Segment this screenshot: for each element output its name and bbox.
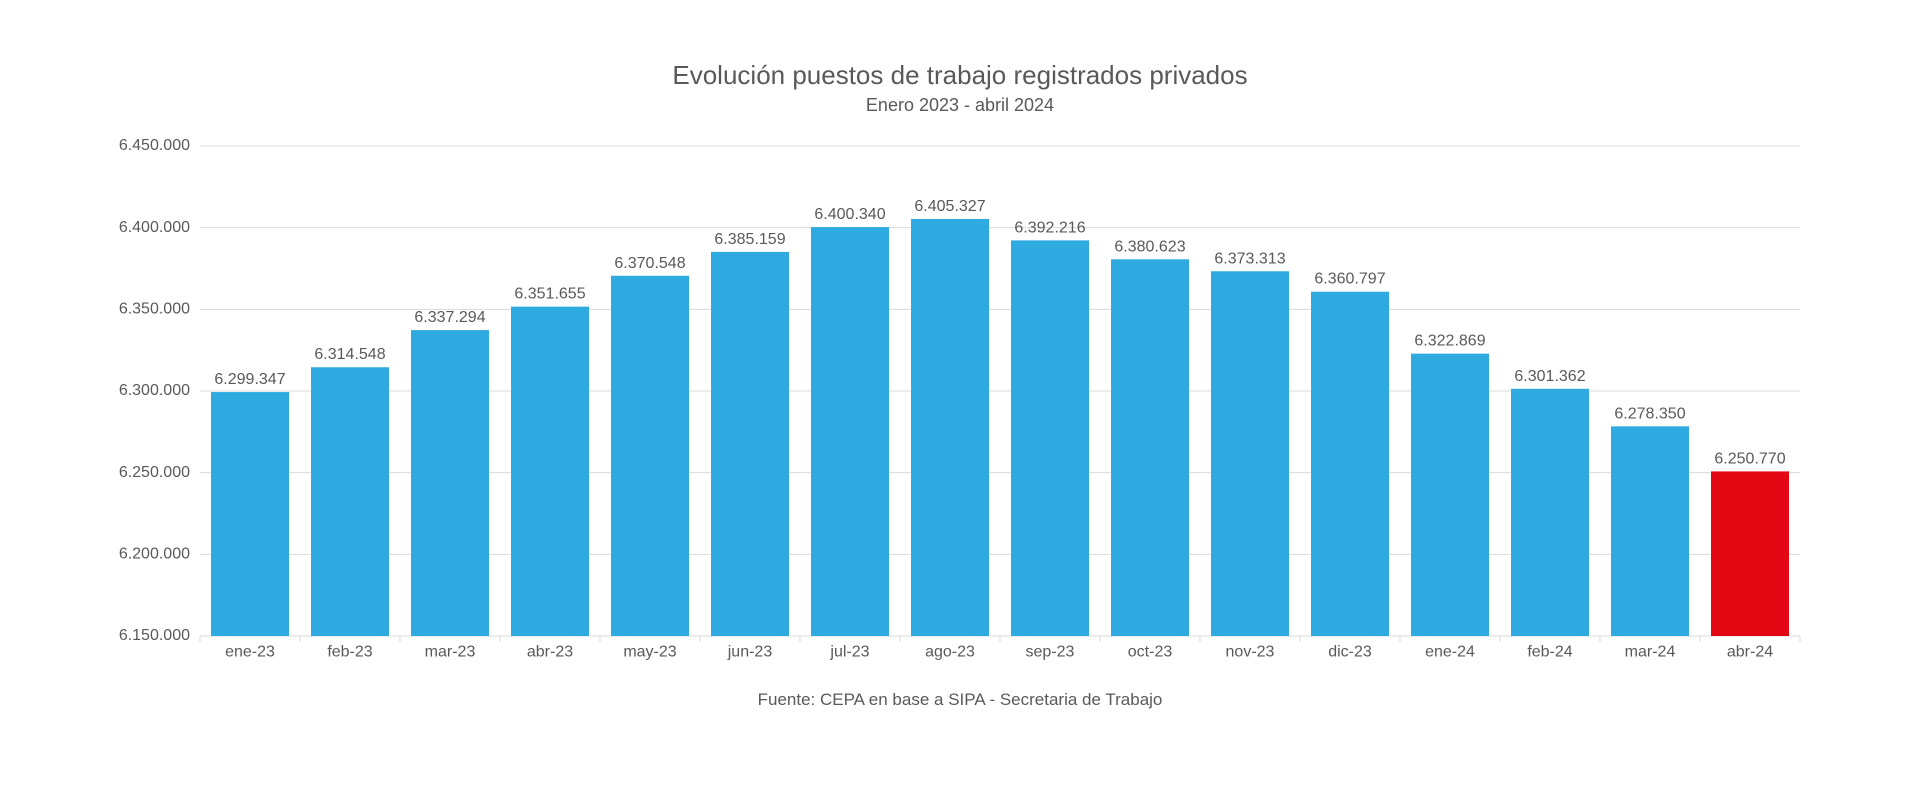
bar	[311, 367, 389, 636]
x-tick-label: ago-23	[925, 644, 975, 661]
y-tick-label: 6.250.000	[119, 464, 190, 481]
bar	[611, 276, 689, 636]
x-tick-label: abr-23	[527, 644, 573, 661]
x-tick-label: dic-23	[1328, 644, 1372, 661]
x-tick-label: feb-24	[1527, 644, 1572, 661]
bar-value-label: 6.337.294	[414, 309, 485, 326]
x-tick-label: ene-23	[225, 644, 275, 661]
x-tick-label: may-23	[623, 644, 676, 661]
bar-value-label: 6.301.362	[1514, 368, 1585, 385]
plot-area: 6.150.000 6.200.000 6.250.000 6.300.000 6.35…	[110, 136, 1810, 676]
bar-value-label: 6.405.327	[914, 198, 985, 215]
bar-value-label: 6.380.623	[1114, 239, 1185, 256]
bar	[1311, 292, 1389, 636]
bar-value-label: 6.322.869	[1414, 333, 1485, 350]
bar-value-label: 6.392.216	[1014, 220, 1085, 237]
bar-value-label: 6.250.770	[1714, 451, 1785, 468]
bar	[1111, 260, 1189, 637]
bar-value-label: 6.278.350	[1614, 406, 1685, 423]
x-tick-label: abr-24	[1727, 644, 1773, 661]
x-tick-label: mar-24	[1625, 644, 1676, 661]
chart-subtitle: Enero 2023 - abril 2024	[110, 95, 1810, 116]
bar-value-label: 6.360.797	[1314, 271, 1385, 288]
bar-value-label: 6.385.159	[714, 231, 785, 248]
y-tick-label: 6.400.000	[119, 219, 190, 236]
bar	[1211, 271, 1289, 636]
bar-value-label: 6.400.340	[814, 206, 885, 223]
bar	[1611, 427, 1689, 637]
x-tick-label: jul-23	[829, 644, 869, 661]
x-tick-label: ene-24	[1425, 644, 1475, 661]
x-tick-label: mar-23	[425, 644, 476, 661]
x-tick-label: feb-23	[327, 644, 372, 661]
bar-value-label: 6.351.655	[514, 286, 585, 303]
bar	[1511, 389, 1589, 636]
y-tick-label: 6.150.000	[119, 627, 190, 644]
bar	[411, 330, 489, 636]
bar-value-label: 6.299.347	[214, 371, 285, 388]
title-block: Evolución puestos de trabajo registrados…	[110, 60, 1810, 116]
bar-value-label: 6.314.548	[314, 346, 385, 363]
chart-svg: 6.150.000 6.200.000 6.250.000 6.300.000 6.35…	[110, 136, 1810, 676]
chart-title: Evolución puestos de trabajo registrados…	[110, 60, 1810, 91]
bar	[1711, 472, 1789, 637]
bar	[1011, 241, 1089, 637]
bar	[1411, 354, 1489, 636]
x-tick-label: oct-23	[1128, 644, 1173, 661]
chart-source: Fuente: CEPA en base a SIPA - Secretaria…	[110, 690, 1810, 710]
y-tick-label: 6.350.000	[119, 301, 190, 318]
bar-value-label: 6.373.313	[1214, 250, 1285, 267]
x-tick-label: nov-23	[1226, 644, 1275, 661]
chart-container: Evolución puestos de trabajo registrados…	[110, 60, 1810, 740]
bar	[911, 219, 989, 636]
bar	[711, 252, 789, 636]
y-tick-label: 6.300.000	[119, 382, 190, 399]
y-tick-label: 6.200.000	[119, 546, 190, 563]
x-tick-label: jun-23	[727, 644, 773, 661]
bar-value-label: 6.370.548	[614, 255, 685, 272]
bar	[511, 307, 589, 636]
bar	[211, 392, 289, 636]
x-tick-label: sep-23	[1026, 644, 1075, 661]
bar	[811, 227, 889, 636]
y-tick-label: 6.450.000	[119, 137, 190, 154]
